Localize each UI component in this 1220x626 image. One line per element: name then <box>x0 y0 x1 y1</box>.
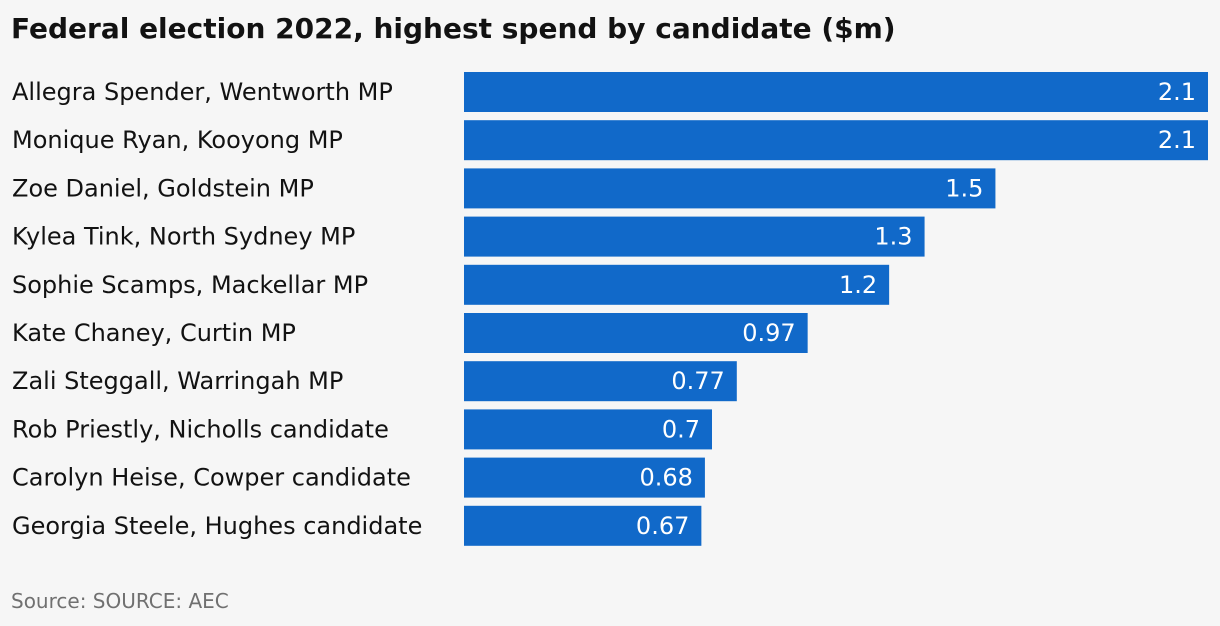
value-label: 1.2 <box>839 271 877 299</box>
category-label: Sophie Scamps, Mackellar MP <box>12 271 368 299</box>
bar <box>464 168 996 209</box>
category-label: Zoe Daniel, Goldstein MP <box>12 174 314 202</box>
value-label: 1.3 <box>874 223 912 251</box>
chart-title: Federal election 2022, highest spend by … <box>11 12 896 45</box>
bar-chart: Allegra Spender, Wentworth MP 2.1 Monique … <box>12 72 1208 546</box>
bar <box>464 72 1208 112</box>
value-label: 2.1 <box>1158 126 1196 154</box>
value-label: 0.77 <box>671 367 724 395</box>
category-label: Zali Steggall, Warringah MP <box>12 367 343 395</box>
bar <box>464 313 808 353</box>
bar <box>464 216 925 257</box>
value-label: 0.67 <box>636 512 689 540</box>
bar <box>464 264 890 305</box>
bar <box>464 120 1208 161</box>
value-label: 2.1 <box>1158 78 1196 106</box>
bar <box>464 457 705 498</box>
bar <box>464 505 702 546</box>
source-note: Source: SOURCE: AEC <box>11 589 229 613</box>
value-label: 0.68 <box>639 464 692 492</box>
value-label: 0.97 <box>742 319 795 347</box>
category-label: Kate Chaney, Curtin MP <box>12 319 296 347</box>
category-label: Georgia Steele, Hughes candidate <box>12 512 422 540</box>
bar <box>464 361 737 402</box>
value-label: 0.7 <box>662 415 700 443</box>
category-label: Kylea Tink, North Sydney MP <box>12 223 355 251</box>
value-label: 1.5 <box>945 174 983 202</box>
category-label: Monique Ryan, Kooyong MP <box>12 126 343 154</box>
category-label: Carolyn Heise, Cowper candidate <box>12 464 411 492</box>
category-label: Rob Priestly, Nicholls candidate <box>12 415 389 443</box>
bar <box>464 409 712 450</box>
category-label: Allegra Spender, Wentworth MP <box>12 78 393 106</box>
